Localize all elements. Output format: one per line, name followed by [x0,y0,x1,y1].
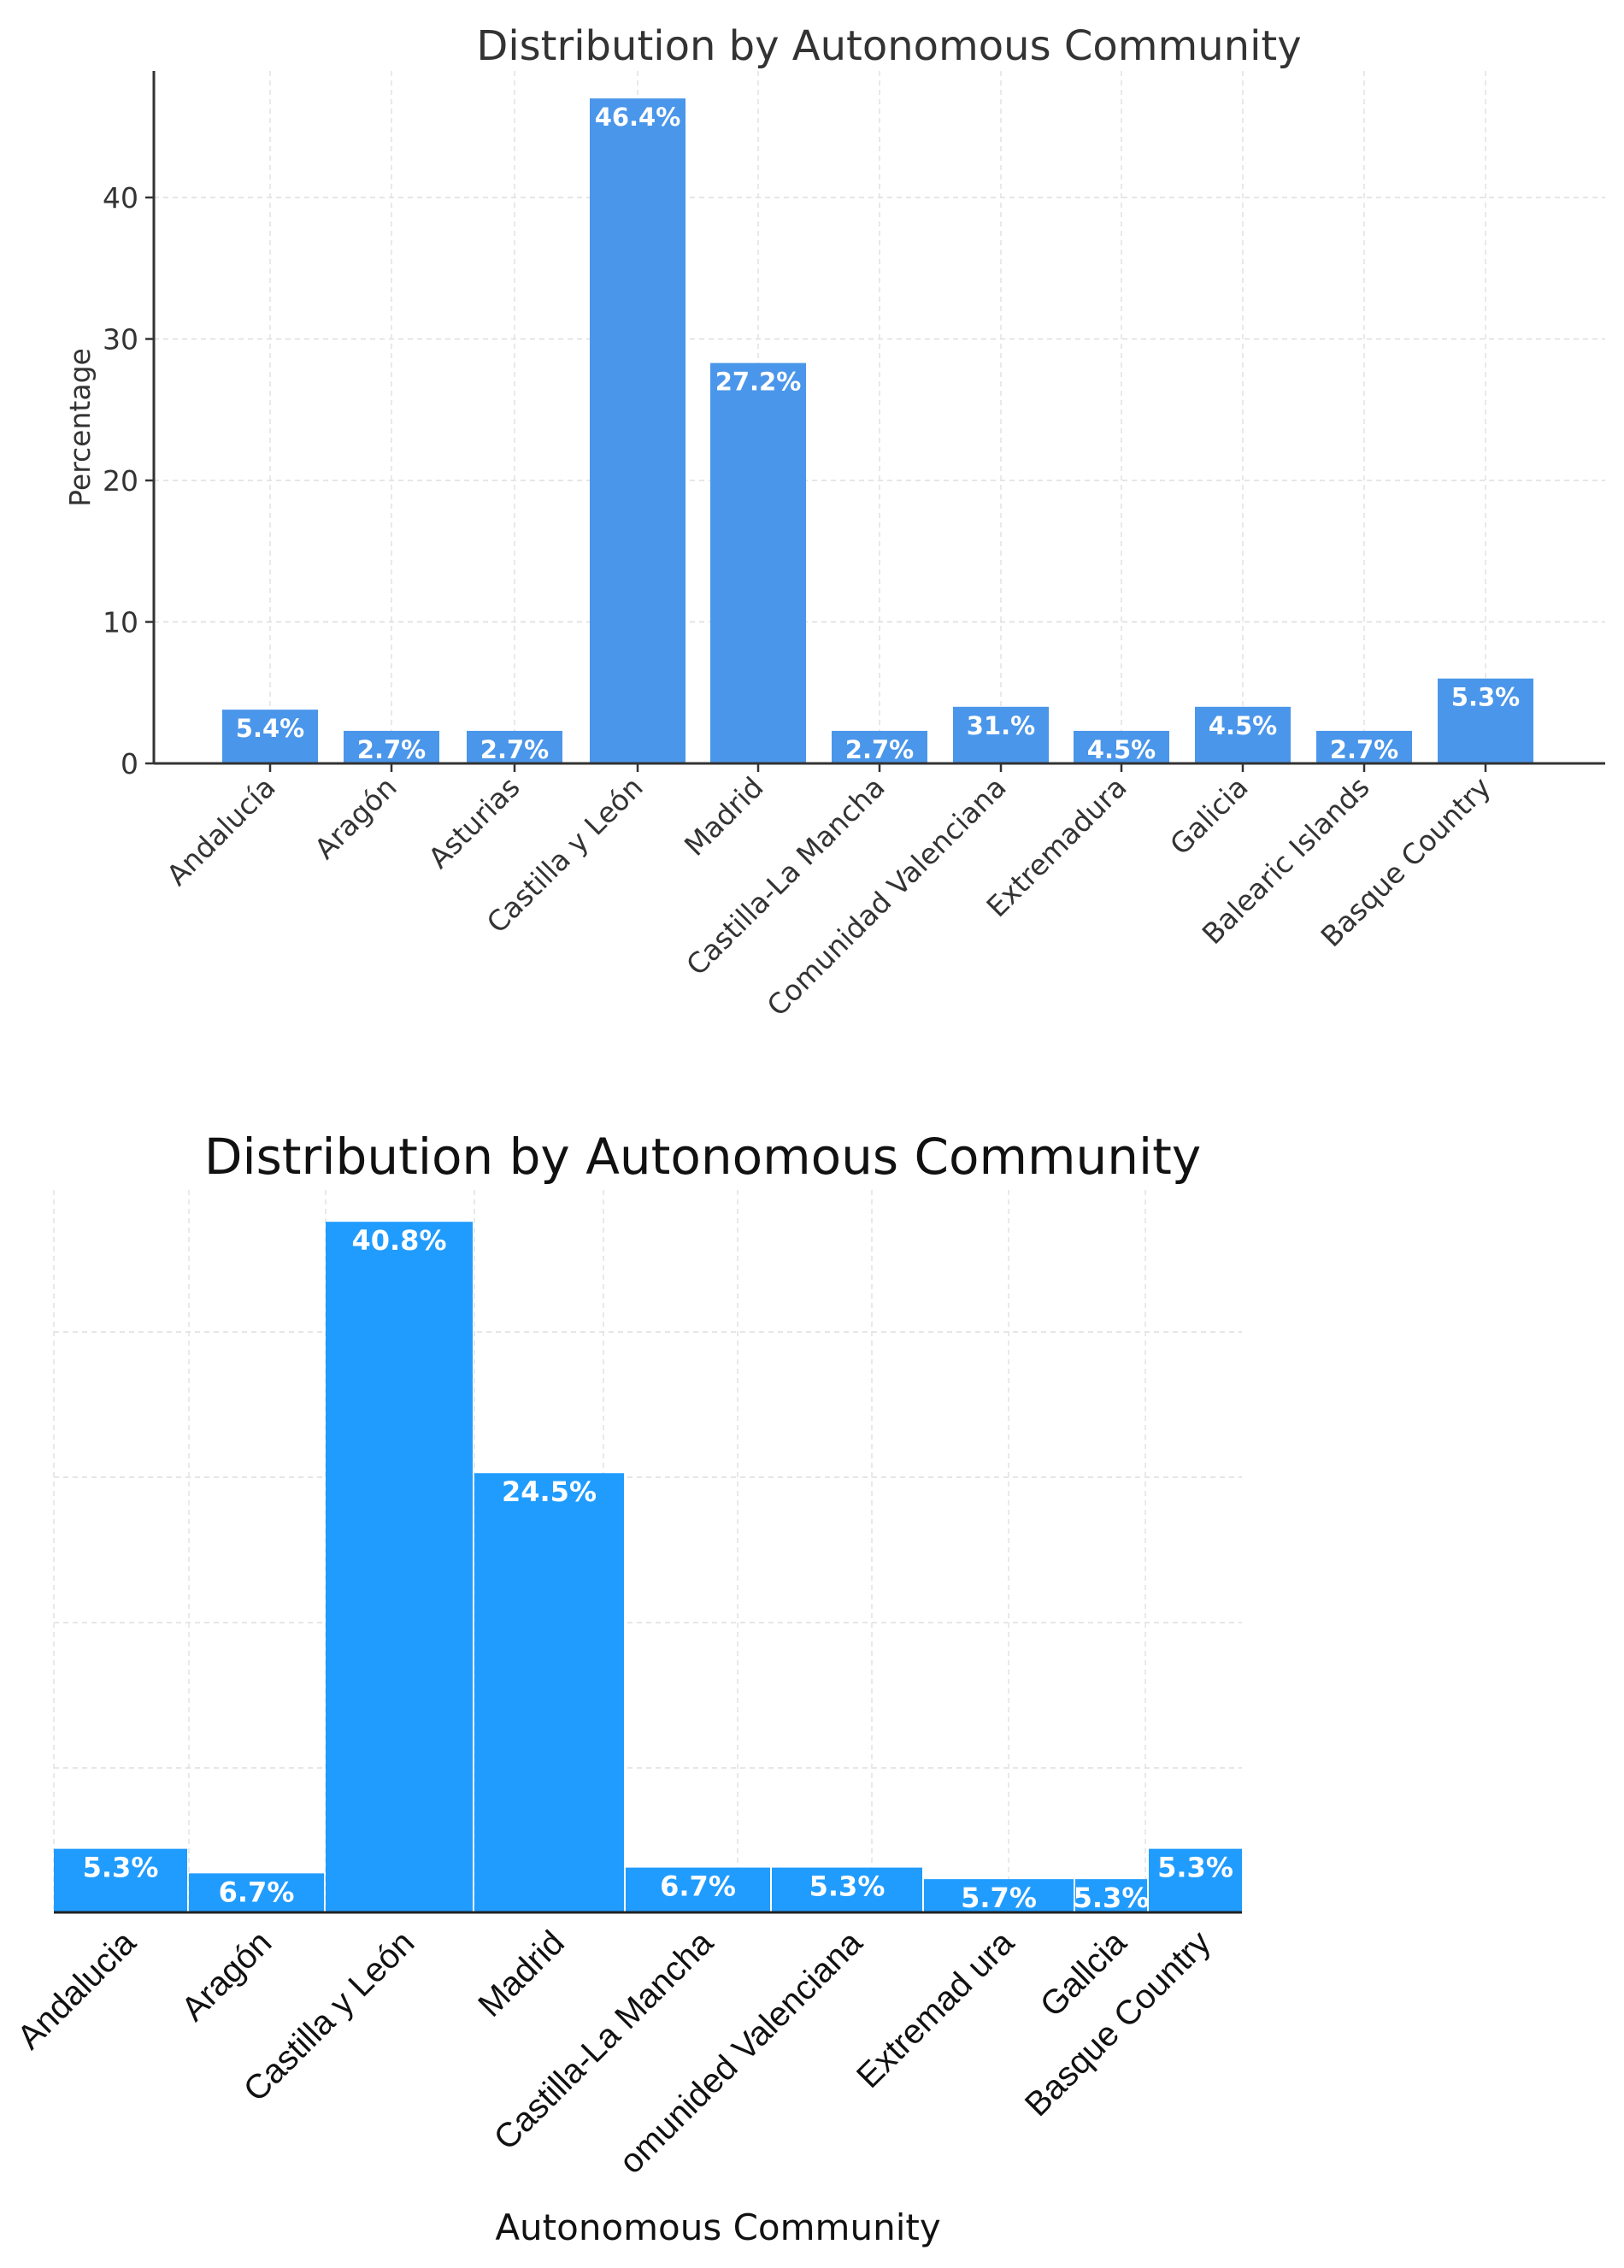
chart-top-bar [1316,730,1412,763]
chart-bottom-data-label: 5.3% [1157,1852,1233,1884]
chart-top-bar [467,730,562,763]
chart-top-data-labels: 5.4% 2.7% 2.7% 46.4% 27.2% 2.7% 31.% 4.5% 4.5% 2.… [236,103,1520,764]
chart-bottom-bar [1149,1848,1242,1912]
chart-bottom-data-label: 40.8% [351,1224,446,1257]
chart-top-bars [222,98,1533,763]
chart-top-ytick-label: 10 [103,606,138,639]
chart-top-data-label: 27.2% [715,368,802,397]
chart-top-xtick-label: Andalucía [160,770,281,892]
chart-bottom-bar [924,1879,1074,1912]
chart-top-bar [832,730,927,763]
chart-bottom-bar [626,1867,770,1912]
chart-bottom-xtick-label: Andalucia [10,1923,144,2057]
chart-bottom-x-axis-label: Autonomous Community [495,2206,940,2248]
chart-top-bar [344,730,439,763]
chart-top-xtick-label: Madrid [678,770,770,863]
chart-bottom-data-label: 5.3% [809,1870,886,1903]
chart-bottom-bar [474,1473,624,1912]
chart-bottom-data-label: 5.3% [83,1852,159,1884]
chart-bottom-xtick-label: Aragón [174,1923,279,2028]
chart-bottom-xtick-label: omunided Valenciana [612,1923,870,2182]
chart-bottom-bar [54,1848,187,1912]
chart-bottom-bar [326,1222,473,1912]
chart-top-xtick-label: Asturias [421,770,526,875]
chart-bottom-bar [189,1873,324,1912]
chart-bottom-title: Distribution by Autonomous Community [204,1128,1201,1186]
chart-top-bar [1195,706,1291,763]
chart-top-y-axis-label: Percentage [63,348,97,507]
chart-bottom-data-label: 6.7% [660,1870,736,1903]
chart-top-xtick-label: Castilla-La Mancha [680,770,891,982]
chart-top-ytick-label: 30 [103,323,138,356]
chart-top-y-ticks: 0 10 20 30 40 [103,181,154,781]
chart-bottom: Distribution by Autonomous Community 5.3… [10,1128,1242,2248]
chart-top-data-label: 46.4% [595,103,681,132]
chart-top-ytick-label: 0 [121,747,138,781]
chart-top-bar [710,362,806,763]
chart-top-title: Distribution by Autonomous Community [476,22,1301,70]
chart-bottom-data-labels: 5.3%6.7%40.8%24.5%6.7% 5.3% 5.7% 5.3%5.3% [83,1224,1233,1914]
chart-bottom-gridlines [53,1190,1242,1912]
chart-bottom-xtick-label: Extremad ura [850,1923,1021,2095]
chart-top-data-label: 5.4% [236,714,304,743]
chart-top-data-label: 5.3% [1451,683,1520,712]
chart-top-data-label: 4.5% [1209,711,1277,740]
chart-top-data-label: 2.7% [1330,735,1398,764]
chart-top-xtick-label: Comunidad Valenciana [761,770,1013,1022]
chart-top-bar [953,706,1049,763]
chart-top-bar [590,98,685,763]
chart-top-data-label: 4.5% [1087,735,1156,764]
chart-bottom-bar [1075,1879,1147,1912]
chart-top-ytick-label: 20 [103,464,138,498]
chart-top-data-label: 31.% [967,711,1035,740]
chart-top-data-label: 2.7% [357,735,426,764]
chart-top-bar [1438,678,1533,763]
chart-bottom-bars [54,1222,1242,1912]
chart-top-gridlines [154,71,1605,763]
chart-bottom-data-label: 5.7% [961,1882,1037,1914]
chart-bottom-xtick-label: Madrid [471,1923,572,2024]
chart-top-xtick-label: Aragón [308,770,403,865]
chart-top: Distribution by Autonomous Community 5.4… [63,22,1605,1022]
chart-top-bar [222,710,318,763]
chart-top-data-label: 2.7% [845,735,914,764]
chart-top-data-label: 2.7% [480,735,549,764]
chart-bottom-data-label: 24.5% [502,1476,597,1508]
chart-bottom-data-label: 5.3% [1074,1882,1150,1914]
chart-top-ytick-label: 40 [103,181,138,215]
chart-bottom-data-label: 6.7% [219,1876,295,1908]
chart-top-bar [1074,730,1169,763]
chart-top-xtick-label: Galicia [1163,770,1255,862]
chart-bottom-bar [772,1867,922,1912]
